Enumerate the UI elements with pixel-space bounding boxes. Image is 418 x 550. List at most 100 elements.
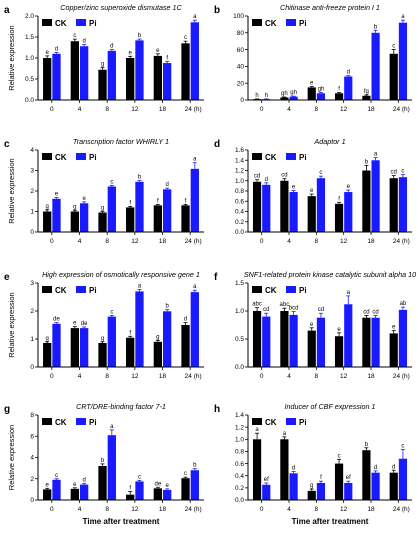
panel-g-bar-ck — [43, 489, 52, 500]
panel-b-ytick-label: 60 — [237, 47, 245, 54]
panel-g-bar-ck — [126, 494, 135, 500]
panel-g-xtick-label: 8 — [105, 506, 109, 513]
panel-h-ytick-label: 1.4 — [235, 412, 244, 419]
panel-c-bar-ck — [70, 211, 79, 232]
panel-g-ytick-label: 2 — [30, 476, 34, 483]
panel-e-ylabel: Relative expression — [7, 292, 16, 357]
panel-a-bar-pi — [107, 50, 116, 100]
panel-h-sig-letter: g — [310, 483, 313, 489]
panel-h-bar-pi — [316, 483, 326, 500]
panel-g-ytick-label: 0 — [30, 497, 34, 504]
panel-a-sig-letter: b — [138, 33, 142, 39]
panel-d-sig-letter: d — [265, 177, 268, 183]
panel-b-sig-letter: h — [255, 93, 258, 99]
panel-e-bar-pi — [80, 328, 89, 367]
panel-e-xtick-label: 8 — [105, 373, 109, 380]
panel-h-title: Inducer of CBF expression 1 — [285, 402, 376, 411]
panel-f-sig-letter: a — [347, 290, 351, 296]
panel-g-legend-ck: CK — [55, 418, 67, 427]
panel-f-xtick-label: 24 (h) — [393, 373, 410, 380]
panel-f-legend-swatch-pi — [286, 286, 296, 293]
panel-b-ytick-label: 40 — [237, 64, 245, 71]
panel-h-sig-letter: a — [255, 427, 259, 433]
panel-c-xtick-label: 0 — [50, 238, 54, 245]
panel-g-xtick-label: 0 — [50, 506, 54, 513]
panel-g-sig-letter: d — [82, 478, 85, 484]
panel-h-bar-ck — [389, 472, 398, 500]
panel-f-sig-letter: e — [337, 327, 341, 333]
panel-g-xtick-label: 4 — [78, 506, 82, 513]
panel-e-xtick-label: 24 (h) — [185, 373, 202, 380]
panel-h-bar-ck — [362, 450, 371, 500]
panel-b-ytick-label: 100 — [233, 13, 244, 20]
panel-e-bar-ck — [181, 325, 190, 367]
panel-b-sig-letter: fg — [364, 89, 369, 95]
panel-e-bar-pi — [163, 311, 172, 367]
panel-a-sig-letter: c — [73, 33, 76, 39]
panel-b-bar-ck — [280, 97, 289, 100]
panel-h-ytick-label: 1.2 — [235, 424, 244, 431]
panel-c-label: c — [4, 139, 10, 150]
panel-d-xtick-label: 24 (h) — [393, 238, 410, 245]
panel-f-legend-pi: Pi — [299, 286, 307, 295]
panel-d-bar-ck — [389, 178, 398, 232]
panel-f-bar-pi — [344, 304, 353, 367]
panel-e-sig-letter: d — [184, 317, 187, 323]
panel-h-ytick-label: 1.0 — [235, 436, 244, 443]
panel-f-sig-letter: cd — [263, 307, 269, 313]
panel-e-bar-ck — [126, 337, 135, 367]
panel-d-ytick-label: 0.8 — [235, 188, 244, 195]
panel-e-sig-letter: c — [110, 309, 113, 315]
panel-e-ytick-label: 3 — [30, 280, 34, 287]
panel-d-sig-letter: cd — [281, 173, 287, 179]
panel-d-legend-ck: CK — [265, 153, 277, 162]
panel-a-bar-pi — [80, 46, 89, 100]
panel-h-sig-letter: c — [338, 453, 341, 459]
panel-e-sig-letter: de — [81, 321, 88, 327]
panel-e-title: High expression of osmotically responsiv… — [42, 270, 200, 279]
panel-d-bar-ck — [334, 203, 344, 232]
panel-h-sig-letter: f — [320, 475, 322, 481]
panel-a-xtick-label: 18 — [159, 106, 167, 113]
panel-d-bar-ck — [252, 181, 262, 232]
panel-a-sig-letter: c — [184, 35, 187, 41]
panel-d-bar-pi — [344, 192, 353, 232]
panel-g-legend-swatch-pi — [76, 418, 86, 425]
panel-h-legend-ck: CK — [265, 418, 277, 427]
panel-b-bar-pi — [344, 76, 353, 100]
panel-d-sig-letter: f — [338, 196, 340, 202]
panel-c-bar-ck — [181, 205, 190, 232]
panel-e-sig-letter: g — [101, 336, 104, 342]
panel-d-bar-pi — [398, 177, 408, 232]
panel-d-ytick-label: 0.2 — [235, 219, 244, 226]
panel-a-bar-ck — [43, 58, 52, 100]
panel-a-bar-ck — [126, 58, 135, 100]
panel-b-sig-letter: gh — [318, 86, 325, 92]
panel-d-xtick-label: 8 — [315, 238, 319, 245]
panel-e-sig-letter: e — [73, 321, 77, 327]
panel-d-bar-pi — [316, 178, 326, 232]
panel-a-xtick-label: 4 — [78, 106, 82, 113]
panel-d-ytick-label: 0.0 — [235, 229, 244, 236]
panel-c-bar-ck — [98, 212, 107, 232]
panel-f-bar-pi — [262, 316, 271, 367]
panel-e-legend-ck: CK — [55, 286, 67, 295]
panel-e-label: e — [4, 272, 10, 283]
panel-a-ytick-label: 0.0 — [25, 97, 34, 104]
panel-a-bar-pi — [190, 22, 199, 100]
panel-f-xtick-label: 18 — [367, 373, 375, 380]
panel-e-bar-pi — [52, 323, 61, 367]
panel-c-sig-letter: f — [129, 200, 131, 206]
panel-a-bar-pi — [135, 40, 144, 100]
panel-c-sig-letter: g — [73, 204, 76, 210]
panel-d-ytick-label: 0.4 — [235, 209, 244, 216]
panel-h-bar-pi — [262, 484, 271, 500]
panel-e-bar-ck — [153, 341, 162, 367]
panel-d-bar-ck — [362, 170, 371, 232]
panel-a-sig-letter: e — [156, 48, 160, 54]
panel-h-legend-swatch-ck — [252, 418, 262, 425]
panel-g-sig-letter: a — [110, 424, 114, 430]
panel-e-bar-ck — [43, 343, 52, 367]
panel-g-sig-letter: c — [55, 473, 58, 479]
